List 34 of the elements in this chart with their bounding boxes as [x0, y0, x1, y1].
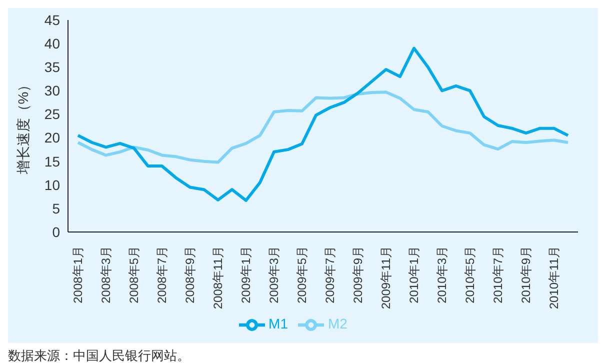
y-tick-label: 0 [52, 224, 60, 240]
x-tick-label: 2010年3月 [435, 246, 449, 304]
x-tick-label: 2010年5月 [463, 246, 477, 304]
x-tick-label: 2010年9月 [519, 246, 533, 304]
x-tick-label: 2008年9月 [183, 246, 197, 304]
legend-label: M1 [268, 316, 288, 332]
x-tick-label: 2008年5月 [127, 246, 141, 304]
x-tick-label: 2009年3月 [267, 246, 281, 304]
source-note: 数据来源：中国人民银行网站。 [8, 347, 191, 363]
y-tick-label: 5 [52, 200, 60, 216]
x-tick-label: 2008年7月 [155, 246, 169, 304]
y-tick-label: 10 [44, 176, 60, 193]
x-tick-label: 2010年11月 [547, 246, 561, 310]
x-tick-label: 2009年7月 [323, 246, 337, 304]
x-tick-label: 2008年1月 [71, 246, 85, 304]
x-tick-label: 2009年11月 [379, 246, 393, 310]
line-series [76, 46, 570, 202]
x-tick-label: 2009年5月 [295, 246, 309, 304]
x-tick-label: 2008年11月 [211, 246, 225, 310]
x-tick-label: 2010年1月 [407, 246, 421, 304]
x-tick-label: 2008年3月 [99, 246, 113, 304]
y-tick-label: 35 [44, 59, 60, 76]
y-tick-label: 25 [44, 106, 60, 122]
line-series [76, 90, 570, 164]
y-tick-label: 40 [44, 36, 60, 52]
x-tick-label: 2009年9月 [351, 246, 365, 304]
y-tick-label: 30 [44, 82, 60, 99]
legend-label: M2 [328, 316, 348, 332]
y-tick-label: 15 [44, 153, 60, 170]
x-tick-label: 2009年1月 [239, 246, 253, 304]
y-axis-title: 增长速度（%） [14, 78, 31, 176]
x-tick-label: 2010年7月 [491, 246, 505, 304]
y-tick-label: 20 [44, 130, 60, 146]
y-tick-label: 45 [44, 12, 60, 28]
